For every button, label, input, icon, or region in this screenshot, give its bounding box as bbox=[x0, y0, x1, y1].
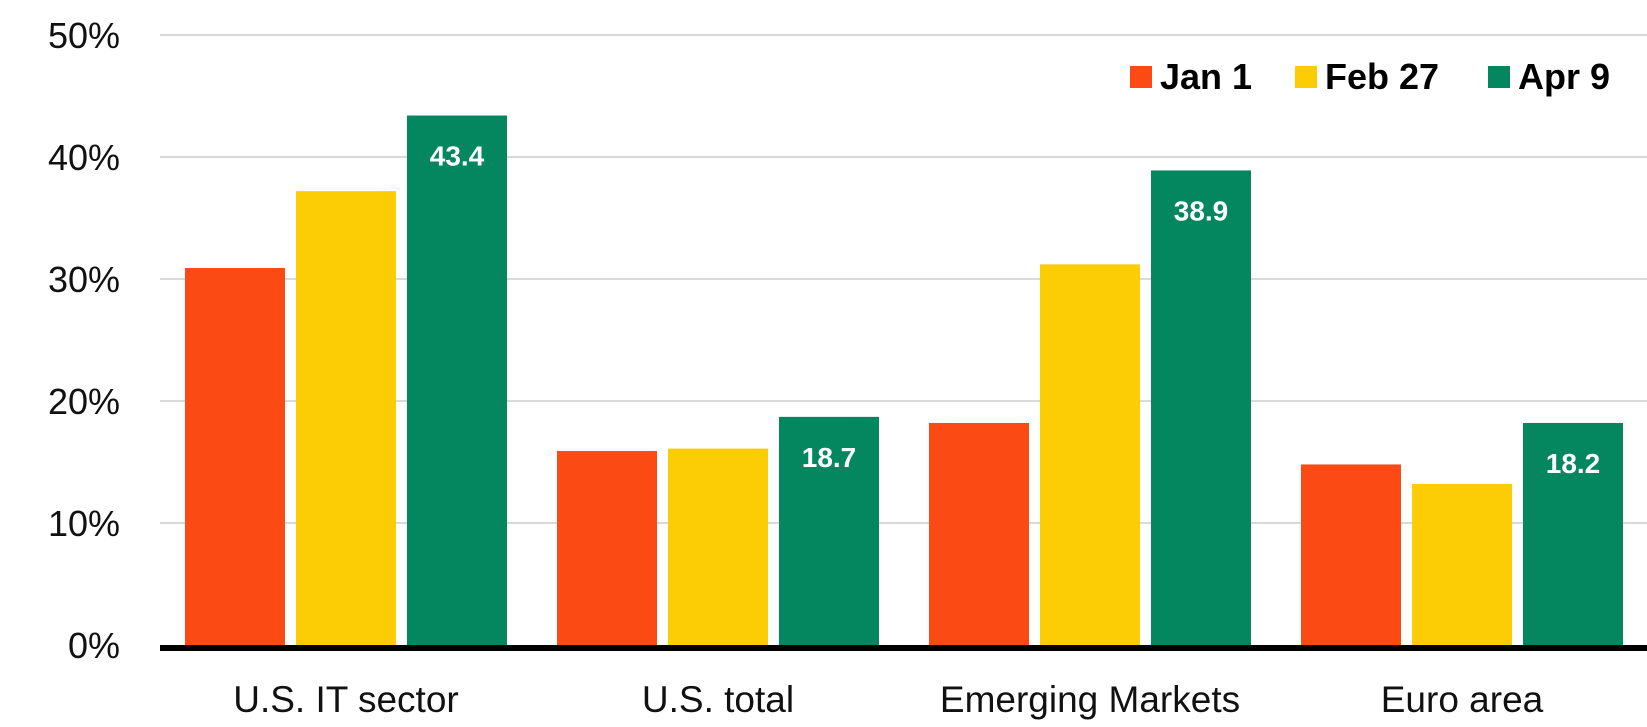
bar bbox=[668, 448, 768, 645]
data-label: 43.4 bbox=[430, 141, 485, 172]
bar bbox=[929, 422, 1029, 645]
x-axis-category-labels: U.S. IT sector U.S. total Emerging Markets… bbox=[233, 679, 1543, 720]
legend-label: Apr 9 bbox=[1518, 56, 1610, 97]
bar bbox=[407, 115, 507, 645]
bar bbox=[1040, 264, 1140, 645]
y-tick-label: 20% bbox=[48, 381, 120, 422]
y-tick-label: 50% bbox=[48, 15, 120, 56]
y-tick-label: 0% bbox=[68, 625, 120, 666]
legend-swatch bbox=[1130, 66, 1152, 88]
bar bbox=[296, 191, 396, 645]
legend-swatch bbox=[1488, 66, 1510, 88]
y-tick-label: 30% bbox=[48, 259, 120, 300]
legend-label: Jan 1 bbox=[1160, 56, 1252, 97]
bar bbox=[779, 416, 879, 645]
y-tick-label: 10% bbox=[48, 503, 120, 544]
legend-label: Feb 27 bbox=[1325, 56, 1439, 97]
y-tick-label: 40% bbox=[48, 137, 120, 178]
bar bbox=[1301, 464, 1401, 645]
y-axis-ticks: 0% 10% 20% 30% 40% 50% bbox=[48, 15, 120, 666]
bar bbox=[185, 268, 285, 645]
bar bbox=[1412, 483, 1512, 645]
data-labels: 43.4 18.7 38.9 18.2 bbox=[430, 141, 1601, 479]
category-label: U.S. IT sector bbox=[233, 679, 459, 720]
bar bbox=[1523, 422, 1623, 645]
legend: Jan 1 Feb 27 Apr 9 bbox=[1130, 56, 1610, 97]
data-label: 18.2 bbox=[1546, 448, 1601, 479]
bar bbox=[1151, 170, 1251, 646]
bars bbox=[185, 115, 1623, 646]
category-label: Emerging Markets bbox=[940, 679, 1240, 720]
category-label: Euro area bbox=[1381, 679, 1544, 720]
bar bbox=[557, 451, 657, 645]
category-label: U.S. total bbox=[642, 679, 794, 720]
legend-swatch bbox=[1295, 66, 1317, 88]
data-label: 38.9 bbox=[1174, 195, 1229, 226]
data-label: 18.7 bbox=[802, 442, 857, 473]
